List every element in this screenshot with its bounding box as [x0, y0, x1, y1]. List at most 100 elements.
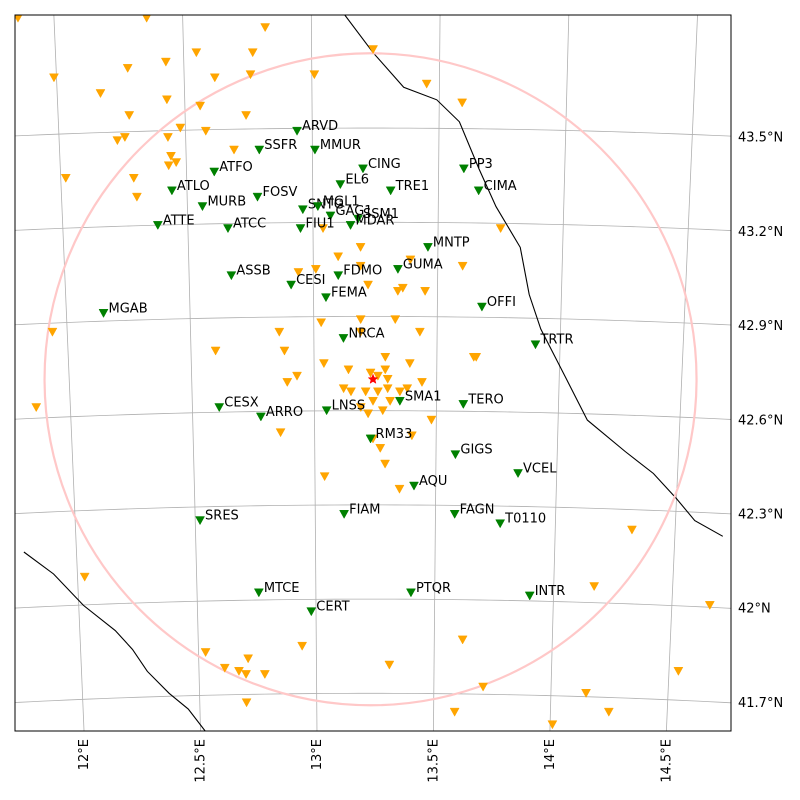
coastline — [23, 15, 724, 731]
epicenter-star — [367, 373, 379, 384]
station-marker — [530, 340, 541, 350]
other-station-marker — [292, 371, 302, 381]
lon-tick-label: 14°E — [543, 739, 558, 770]
station-marker — [335, 180, 346, 190]
station-marker — [345, 221, 356, 230]
station-label: T0110 — [504, 512, 546, 527]
selected-stations: ARVD SSFR MMUR ATFO CING PP3 EL6 ATLO TRE1 CIMA FO… — [98, 119, 573, 617]
station-label: MDAR — [356, 213, 395, 228]
other-station-marker — [380, 459, 390, 469]
lat-tick-label: 43.2°N — [738, 225, 783, 240]
other-station-marker — [417, 378, 427, 387]
other-station-marker — [241, 111, 252, 121]
other-station-marker — [309, 70, 320, 80]
lat-tick-label: 43.5°N — [738, 131, 783, 146]
other-station-marker — [112, 136, 123, 146]
station-marker — [406, 588, 416, 598]
station-marker — [513, 469, 523, 479]
other-station-marker — [471, 352, 482, 362]
other-station-marker — [382, 374, 393, 384]
station-marker — [524, 591, 535, 601]
station-label: TERO — [467, 392, 503, 407]
other-station-marker — [195, 101, 206, 111]
station-marker — [450, 450, 461, 460]
station-marker — [255, 412, 266, 422]
station-label: ATFO — [219, 160, 253, 175]
station-marker — [195, 516, 205, 526]
other-station-marker — [241, 670, 251, 680]
other-station-marker — [191, 48, 202, 58]
parallel-line — [15, 692, 731, 704]
other-station-marker — [171, 158, 182, 168]
other-station-marker — [355, 327, 366, 337]
other-station-marker — [375, 444, 386, 453]
other-station-marker — [603, 707, 614, 717]
parallel-line — [15, 127, 731, 137]
meridian-line — [310, 15, 318, 731]
other-station-marker — [128, 173, 139, 183]
graticule — [15, 15, 731, 731]
meridian-line — [182, 15, 201, 731]
lat-tick-label: 42.9°N — [738, 319, 783, 334]
other-station-marker — [60, 173, 71, 183]
lon-tick-label: 13°E — [310, 739, 325, 770]
other-station-marker — [316, 318, 327, 328]
other-station-marker — [15, 15, 23, 23]
other-station-marker — [420, 287, 431, 296]
station-label: CING — [368, 157, 401, 172]
meridian-line — [53, 15, 85, 731]
other-station-marker — [547, 720, 558, 730]
other-station-marker — [346, 387, 356, 397]
other-station-marker — [457, 635, 468, 645]
other-station-marker — [259, 670, 270, 680]
station-label: CIMA — [484, 179, 517, 194]
other-station-marker — [229, 145, 239, 155]
station-label: SMA1 — [405, 389, 442, 404]
other-station-marker — [368, 45, 379, 55]
other-station-marker — [421, 79, 432, 89]
axis-tick-labels: 12°E 12.5°E 13°E 13.5°E 14°E 14.5°E 43.5°N 43.2… — [77, 131, 783, 783]
other-station-marker — [385, 396, 396, 406]
station-marker — [321, 406, 332, 416]
station-label: MMUR — [320, 138, 361, 153]
other-station-marker — [333, 252, 344, 262]
station-label: FIAM — [349, 502, 380, 517]
station-marker — [325, 211, 336, 221]
station-label: GUMA — [403, 257, 443, 272]
other-stations — [15, 15, 715, 730]
station-label: CESX — [224, 396, 259, 411]
other-station-marker — [163, 161, 174, 171]
station-marker — [339, 510, 350, 519]
lon-tick-label: 14.5°E — [659, 739, 674, 783]
other-station-marker — [372, 387, 383, 397]
station-marker — [353, 214, 363, 224]
station-marker — [365, 434, 376, 444]
parallel-line — [15, 316, 731, 326]
other-station-marker — [79, 572, 90, 582]
station-marker — [449, 510, 460, 519]
other-station-marker — [355, 243, 366, 252]
station-marker — [458, 164, 469, 174]
other-station-marker — [363, 409, 374, 419]
other-station-marker — [377, 406, 388, 416]
other-station-marker — [161, 95, 172, 105]
station-marker — [295, 224, 306, 234]
station-label: MURB — [207, 195, 246, 210]
station-label: CERT — [316, 600, 349, 615]
other-station-marker — [245, 70, 256, 80]
other-station-marker — [355, 315, 366, 325]
station-marker — [495, 519, 506, 529]
station-label: TRTR — [539, 333, 573, 348]
other-station-marker — [318, 359, 329, 369]
station-label: FIU1 — [306, 217, 335, 232]
station-marker — [473, 186, 484, 196]
other-station-marker — [380, 352, 391, 362]
other-station-marker — [414, 327, 425, 337]
other-station-marker — [131, 192, 142, 202]
other-station-marker — [589, 582, 600, 592]
station-label: NRCA — [348, 326, 384, 341]
station-label: FOSV — [262, 185, 297, 200]
lon-tick-label: 13.5°E — [426, 739, 441, 783]
station-marker — [223, 224, 233, 234]
station-label: SRES — [205, 509, 239, 524]
